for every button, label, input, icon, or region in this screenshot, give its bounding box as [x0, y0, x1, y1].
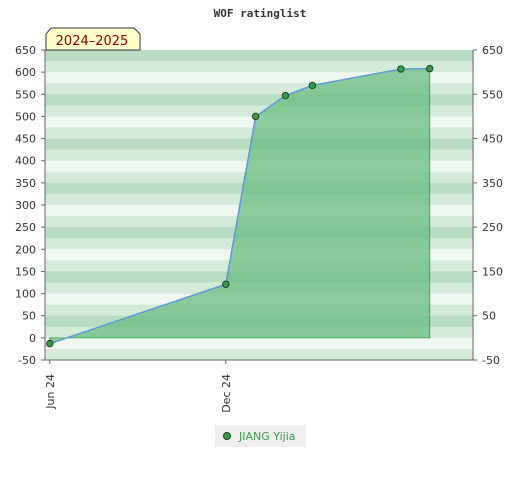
- data-point[interactable]: [426, 64, 434, 73]
- legend-box: [215, 425, 306, 447]
- y-tick-label-left: 400: [15, 155, 36, 168]
- legend[interactable]: JIANG Yijia: [215, 425, 306, 447]
- period-badge: 2024–2025: [45, 27, 141, 51]
- chart-title: WOF ratinglist: [214, 7, 307, 20]
- y-tick-label-right: 350: [482, 177, 503, 190]
- y-tick-label-right: 550: [482, 88, 503, 101]
- y-tick-label-right: 150: [482, 265, 503, 278]
- axes: -50 0 50 100 150 200 250 300 350 400 450 500 550 600 6…: [15, 44, 503, 413]
- background-band: [45, 105, 473, 117]
- y-tick-label-left: 300: [15, 199, 36, 212]
- y-tick-label-left: 0: [29, 332, 36, 345]
- y-tick-label-right: 450: [482, 133, 503, 146]
- background-band: [45, 83, 473, 95]
- x-tick-label: Dec 24: [220, 374, 233, 413]
- data-point[interactable]: [222, 280, 230, 288]
- background-band: [45, 94, 473, 106]
- data-points: [46, 64, 434, 348]
- data-point[interactable]: [308, 81, 317, 90]
- y-tick-label-right: 50: [482, 310, 496, 323]
- background-band: [45, 50, 473, 62]
- y-tick-label-left: 650: [15, 44, 36, 57]
- y-tick-label-left: 100: [15, 288, 36, 301]
- period-badge-box: [45, 27, 141, 51]
- period-badge-label: 2024–2025: [56, 34, 129, 49]
- legend-marker: [223, 432, 231, 440]
- y-tick-label-left: 150: [15, 265, 36, 278]
- y-tick-label-left: 50: [22, 310, 36, 323]
- background-band: [45, 61, 473, 73]
- data-point[interactable]: [397, 65, 405, 73]
- x-tick-label: Jun 24: [44, 374, 57, 410]
- y-tick-label-left: 600: [15, 66, 36, 79]
- background-band: [45, 337, 473, 350]
- y-tick-label-left: 350: [15, 177, 36, 190]
- y-tick-label-left: 550: [15, 88, 36, 101]
- data-point[interactable]: [251, 112, 260, 121]
- y-tick-label-left: 500: [15, 110, 36, 123]
- data-point[interactable]: [281, 91, 290, 100]
- y-tick-label-right: 650: [482, 44, 503, 57]
- y-tick-label-left: 250: [15, 221, 36, 234]
- y-tick-label-right: -50: [482, 354, 500, 367]
- data-point[interactable]: [46, 339, 54, 348]
- y-tick-label-left: 450: [15, 133, 36, 146]
- background-band: [45, 348, 473, 361]
- legend-label: JIANG Yijia: [238, 430, 296, 443]
- y-tick-label-left: 200: [15, 243, 36, 256]
- y-tick-label-right: 250: [482, 221, 503, 234]
- background-band: [45, 72, 473, 84]
- y-tick-label-left: -50: [18, 354, 36, 367]
